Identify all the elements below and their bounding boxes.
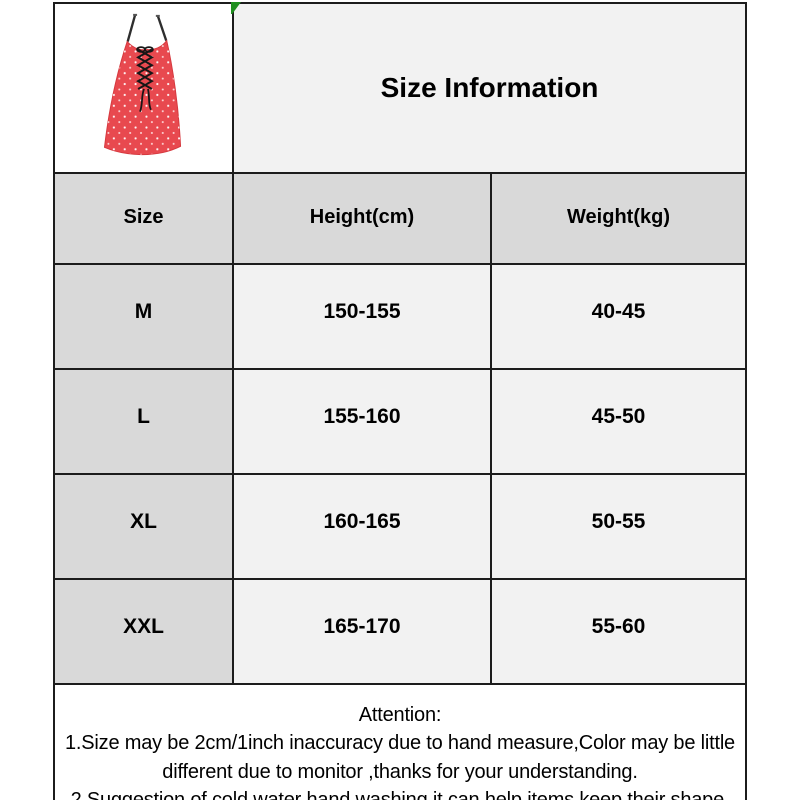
header-row: Size Height(cm) Weight(kg)	[53, 172, 748, 265]
attention-note: Attention: 1.Size may be 2cm/1inch inacc…	[52, 683, 748, 800]
table-row-l: L 155-160 45-50	[53, 368, 748, 475]
height-value: 160-165	[232, 473, 492, 580]
column-header-height: Height(cm)	[232, 172, 492, 265]
dress-image	[103, 13, 182, 156]
column-header-size: Size	[53, 172, 234, 265]
column-header-weight: Weight(kg)	[489, 172, 748, 265]
size-label: XL	[53, 473, 234, 580]
size-chart-table: Size Information Size Height(cm) Weight(…	[52, 2, 748, 800]
table-row-m: M 150-155 40-45	[53, 263, 748, 370]
attention-line-1: 1.Size may be 2cm/1inch inaccuracy due t…	[65, 732, 735, 754]
size-label: M	[53, 263, 234, 370]
attention-line-3: 2.Suggestion of cold water hand washing,…	[70, 789, 730, 800]
size-label: XXL	[53, 578, 234, 685]
weight-value: 50-55	[489, 473, 748, 580]
attention-row: Attention: 1.Size may be 2cm/1inch inacc…	[52, 683, 748, 800]
table-row-xl: XL 160-165 50-55	[53, 473, 748, 580]
weight-value: 45-50	[489, 368, 748, 475]
attention-heading: Attention:	[358, 703, 442, 726]
height-value: 150-155	[232, 263, 492, 370]
height-value: 165-170	[232, 578, 492, 685]
green-corner-marker	[231, 2, 241, 14]
size-information-title: Size Information	[231, 2, 748, 174]
weight-value: 40-45	[489, 263, 748, 370]
weight-value: 55-60	[489, 578, 748, 685]
attention-line-2: different due to monitor ,thanks for you…	[162, 760, 638, 783]
top-row: Size Information	[53, 2, 748, 174]
product-image-cell	[53, 2, 234, 174]
table-row-xxl: XXL 165-170 55-60	[53, 578, 748, 685]
height-value: 155-160	[232, 368, 492, 475]
size-label: L	[53, 368, 234, 475]
